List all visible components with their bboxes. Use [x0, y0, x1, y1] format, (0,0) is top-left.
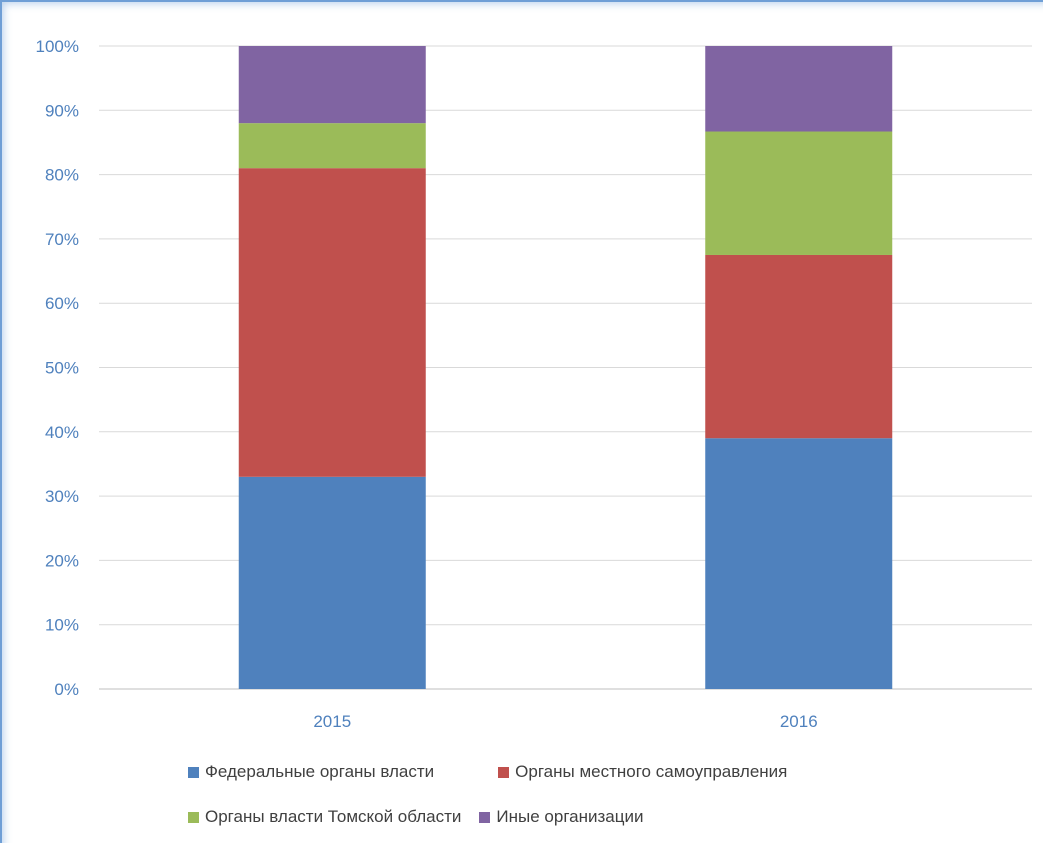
legend-swatch-other — [479, 811, 491, 823]
bar-segment-2015-2 — [238, 168, 426, 477]
y-tick-label: 80% — [45, 166, 79, 185]
x-axis-ticks: 2015 2016 — [313, 712, 817, 731]
legend-label-federal: Федеральные органы власти — [205, 762, 435, 781]
legend-row-1: Федеральные органы власти Органы местног… — [188, 762, 813, 782]
y-axis-ticks: 0% 10% 20% 30% 40% 50% 60% 70% 80% 90% 100% — [36, 37, 79, 699]
legend-label-other: Иные организации — [496, 807, 644, 826]
legend-swatch-local — [498, 766, 510, 778]
y-tick-label: 0% — [54, 680, 79, 699]
y-tick-label: 50% — [45, 359, 79, 378]
legend-item-local: Органы местного самоуправления — [498, 762, 787, 782]
bars — [238, 46, 893, 689]
bar-segment-2015-1 — [238, 476, 426, 689]
y-tick-label: 70% — [45, 230, 79, 249]
x-tick-label: 2016 — [780, 712, 818, 731]
y-tick-label: 90% — [45, 101, 79, 120]
bar-segment-2015-4 — [238, 46, 426, 124]
y-tick-label: 60% — [45, 294, 79, 313]
bar-segment-2016-1 — [705, 438, 893, 689]
y-tick-label: 20% — [45, 551, 79, 570]
legend-item-other: Иные организации — [479, 807, 643, 827]
bar-segment-2015-3 — [238, 123, 426, 169]
legend-label-tomsk: Органы власти Томской области — [205, 807, 462, 826]
legend-label-local: Органы местного самоуправления — [515, 762, 788, 781]
y-tick-label: 10% — [45, 616, 79, 635]
y-tick-label: 40% — [45, 423, 79, 442]
legend-swatch-tomsk — [188, 811, 199, 823]
bar-segment-2016-4 — [705, 46, 893, 132]
y-tick-label: 30% — [45, 487, 79, 506]
legend-swatch-federal — [188, 766, 199, 778]
x-tick-label: 2015 — [313, 712, 351, 731]
legend-item-federal: Федеральные органы власти — [188, 762, 434, 782]
legend-item-tomsk: Органы власти Томской области — [188, 807, 461, 827]
legend-row-2: Органы власти Томской области Иные орган… — [188, 807, 669, 827]
bar-segment-2016-3 — [705, 131, 893, 255]
bar-segment-2016-2 — [705, 254, 893, 439]
y-tick-label: 100% — [36, 37, 79, 56]
